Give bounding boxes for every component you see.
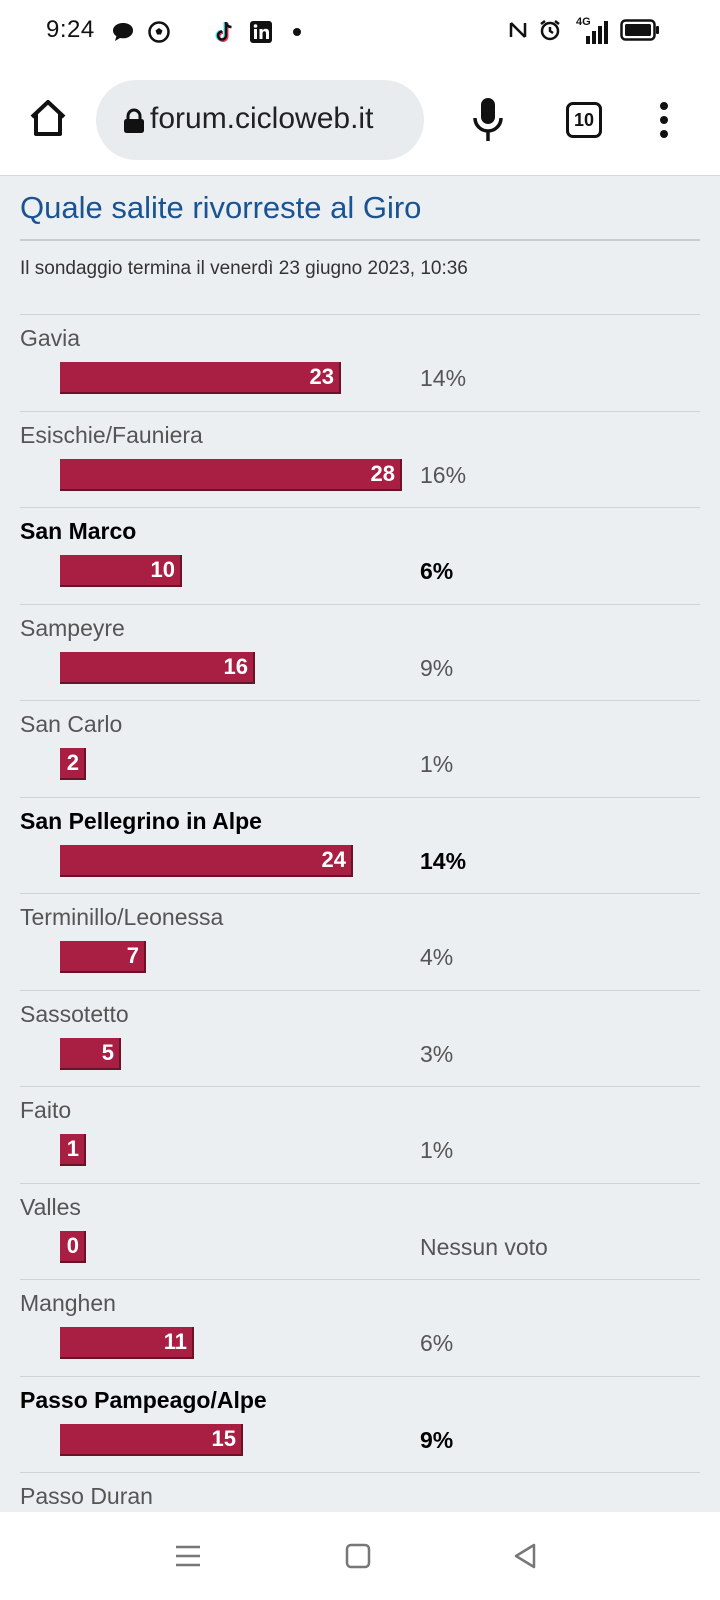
home-icon — [30, 100, 66, 136]
battery-icon — [620, 19, 660, 46]
home-button[interactable] — [26, 96, 70, 140]
more-vert-icon — [660, 102, 668, 138]
network-type: 4G — [576, 15, 591, 28]
vote-bar: 7 — [60, 941, 146, 973]
square-icon — [345, 1543, 371, 1569]
recents-button[interactable] — [170, 1538, 206, 1574]
chat-bubble-icon — [110, 20, 136, 44]
poll-options: Gavia 23 14% Esischie/Fauniera 28 16% San Marc… — [20, 314, 700, 1512]
vote-percent: 3% — [420, 1040, 454, 1067]
vote-percent: 1% — [420, 1137, 454, 1163]
system-nav-bar — [0, 1512, 720, 1600]
tiktok-icon — [212, 20, 238, 44]
poll-option-row: Passo Duran — [20, 1472, 700, 1512]
poll-option-row: San Carlo 2 1% — [20, 700, 700, 797]
vote-percent: 4% — [420, 944, 454, 970]
back-button[interactable] — [508, 1538, 544, 1574]
vote-bar: 1 — [60, 1134, 86, 1166]
linkedin-icon — [248, 20, 274, 44]
voice-search-button[interactable] — [470, 96, 506, 144]
poll-title[interactable]: Quale salite rivorreste al Giro — [20, 190, 422, 225]
poll-option-label: Sampeyre — [20, 614, 125, 641]
poll-option-label: Faito — [20, 1097, 72, 1123]
status-time: 9:24 — [46, 16, 95, 43]
address-bar[interactable]: forum.cicloweb.it — [96, 80, 424, 160]
poll-option-row: Faito 1 1% — [20, 1086, 700, 1183]
poll-option-label: Sassotetto — [20, 1000, 129, 1027]
url-text[interactable]: forum.cicloweb.it — [150, 102, 374, 135]
more-menu-button[interactable] — [652, 100, 676, 140]
vote-bar: 10 — [60, 555, 182, 587]
vote-bar: 24 — [60, 844, 353, 877]
poll-option-row: Sampeyre 16 9% — [20, 603, 700, 701]
vote-bar: 5 — [60, 1037, 121, 1070]
vote-percent: Nessun voto — [420, 1233, 548, 1260]
vote-bar: 15 — [60, 1423, 243, 1456]
vote-percent: 6% — [420, 1330, 454, 1356]
poll-option-label: Esischie/Fauniera — [20, 421, 203, 448]
lock-icon[interactable] — [122, 108, 146, 134]
vote-percent: 9% — [420, 654, 454, 681]
poll-option-row: Passo Pampeago/Alpe 15 9% — [20, 1375, 700, 1473]
vote-percent: 14% — [420, 365, 467, 391]
signal-4g-icon: 4G — [572, 16, 610, 46]
vote-bar: 23 — [60, 362, 341, 394]
vote-percent: 16% — [420, 461, 467, 488]
browser-toolbar: forum.cicloweb.it 10 — [0, 66, 720, 176]
poll-option-label: Passo Duran — [20, 1483, 153, 1509]
poll-end-date: Il sondaggio termina il venerdì 23 giugn… — [20, 258, 468, 279]
poll-option-label: San Pellegrino in Alpe — [20, 807, 262, 834]
vote-bar: 0 — [60, 1230, 86, 1263]
poll-option-label: San Carlo — [20, 711, 123, 737]
status-bar: 9:24 4G — [0, 0, 720, 66]
vote-percent: 14% — [420, 847, 467, 874]
poll-option-label: Valles — [20, 1193, 81, 1220]
vote-bar: 2 — [60, 748, 86, 780]
poll-option-label: Gavia — [20, 325, 81, 351]
poll-option-label: Manghen — [20, 1290, 116, 1316]
microphone-icon — [473, 98, 503, 141]
poll-option-label: San Marco — [20, 518, 137, 544]
page-content: Quale salite rivorreste al Giro Il sonda… — [0, 176, 720, 1512]
poll-option-row: Manghen 11 6% — [20, 1279, 700, 1376]
vote-bar: 28 — [60, 458, 402, 491]
tab-switcher-button[interactable]: 10 — [566, 102, 602, 138]
poll-option-row: Valles 0 Nessun voto — [20, 1182, 700, 1280]
home-nav-button[interactable] — [340, 1538, 376, 1574]
poll-option-row: San Marco 10 6% — [20, 507, 700, 604]
alarm-icon — [538, 18, 562, 47]
poll-option-label: Terminillo/Leonessa — [20, 904, 224, 930]
poll-option-row: Gavia 23 14% — [20, 314, 700, 411]
nfc-icon — [508, 18, 528, 47]
poll-option-row: Esischie/Fauniera 28 16% — [20, 410, 700, 508]
vote-percent: 9% — [420, 1426, 454, 1453]
vote-bar: 16 — [60, 651, 255, 684]
menu-lines-icon — [176, 1545, 200, 1567]
poll-option-row: Sassotetto 5 3% — [20, 989, 700, 1087]
poll-option-row: San Pellegrino in Alpe 24 14% — [20, 796, 700, 894]
vote-bar: 11 — [60, 1327, 194, 1359]
poll-option-label: Passo Pampeago/Alpe — [20, 1386, 267, 1413]
vote-percent: 6% — [420, 558, 454, 584]
notification-dot-icon — [290, 20, 304, 44]
soccer-ball-icon — [146, 20, 172, 44]
vote-percent: 1% — [420, 751, 454, 777]
poll-option-row: Terminillo/Leonessa 7 4% — [20, 893, 700, 990]
back-triangle-icon — [514, 1543, 536, 1569]
title-divider — [20, 239, 700, 241]
